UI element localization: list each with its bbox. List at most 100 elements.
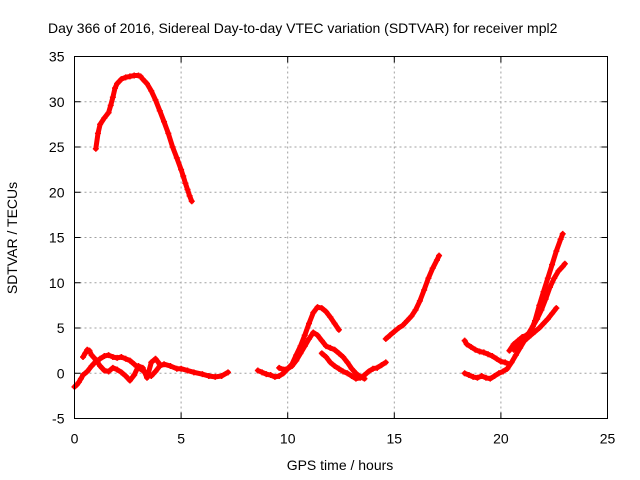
series-arc-6 [318, 350, 389, 382]
data-point [408, 313, 415, 320]
data-point [148, 359, 155, 366]
data-point [92, 145, 99, 152]
data-point [480, 349, 487, 356]
data-point [374, 364, 381, 371]
data-point [559, 230, 566, 237]
data-point [433, 257, 440, 264]
data-point [101, 353, 108, 360]
points-layer [71, 72, 568, 390]
data-point [190, 369, 197, 376]
data-point [504, 365, 511, 372]
data-point [143, 80, 150, 87]
data-point [259, 369, 266, 376]
data-point [169, 144, 176, 150]
data-point [344, 359, 351, 366]
data-point [532, 317, 539, 324]
data-point [497, 358, 504, 365]
data-point [122, 355, 129, 362]
x-tick-label: 15 [387, 431, 403, 447]
data-point [167, 363, 174, 370]
data-point [180, 172, 187, 179]
data-point [429, 265, 436, 272]
data-point [186, 192, 193, 199]
data-point [527, 328, 534, 335]
y-tick-label: 30 [49, 94, 65, 110]
data-point [512, 352, 519, 359]
data-point [152, 96, 159, 103]
data-point [276, 364, 283, 371]
data-point [487, 375, 494, 382]
data-point [395, 325, 402, 331]
data-point [348, 365, 355, 372]
data-point [188, 198, 195, 205]
data-point [105, 368, 112, 375]
data-point [519, 339, 526, 346]
data-point [126, 73, 133, 80]
data-point [391, 328, 398, 335]
data-point [152, 368, 159, 375]
data-point [75, 379, 82, 386]
data-point [212, 373, 219, 380]
data-point [97, 121, 104, 128]
data-point [404, 317, 411, 324]
data-point [109, 353, 116, 360]
data-point [335, 350, 342, 357]
data-point [184, 367, 191, 374]
data-point [331, 363, 338, 370]
data-point [94, 130, 101, 137]
data-point [178, 365, 185, 372]
y-tick-label: 35 [49, 49, 65, 65]
data-point [254, 367, 261, 374]
data-point [118, 76, 125, 83]
data-point [540, 320, 547, 327]
data-point [77, 375, 84, 382]
data-point [148, 87, 155, 94]
data-point [118, 369, 125, 376]
data-point [161, 118, 168, 125]
data-point [327, 314, 334, 321]
data-point [352, 375, 359, 382]
data-point [178, 166, 185, 173]
data-point [92, 356, 99, 363]
data-point [489, 353, 496, 360]
data-point [156, 107, 163, 114]
data-point [109, 94, 116, 101]
data-point [112, 85, 119, 92]
data-point [357, 374, 364, 381]
data-point [436, 252, 443, 259]
data-point [544, 315, 551, 322]
data-point [82, 350, 89, 357]
data-point [306, 320, 313, 327]
grid-layer [74, 56, 608, 419]
data-point [323, 343, 330, 350]
data-point [476, 348, 483, 355]
data-point [118, 353, 125, 360]
data-point [105, 352, 112, 359]
series-arc-7 [382, 252, 443, 342]
data-point [84, 368, 91, 375]
data-point [284, 365, 291, 372]
data-point [485, 351, 492, 358]
data-point [500, 368, 507, 375]
data-point [310, 309, 317, 316]
data-point [280, 366, 287, 373]
data-point [335, 365, 342, 372]
data-point [557, 236, 564, 243]
data-point [114, 366, 121, 373]
data-point [199, 371, 206, 378]
data-point [126, 377, 133, 384]
data-point [387, 332, 394, 339]
data-point [88, 363, 95, 370]
data-point [536, 325, 543, 331]
data-point [352, 370, 359, 377]
data-point [348, 372, 355, 379]
data-point [88, 352, 95, 359]
data-point [276, 372, 283, 379]
data-point [139, 364, 146, 371]
data-point [553, 248, 560, 255]
data-point [263, 371, 270, 378]
data-point [80, 353, 87, 360]
x-tick-label: 20 [493, 431, 509, 447]
data-point [369, 365, 376, 372]
